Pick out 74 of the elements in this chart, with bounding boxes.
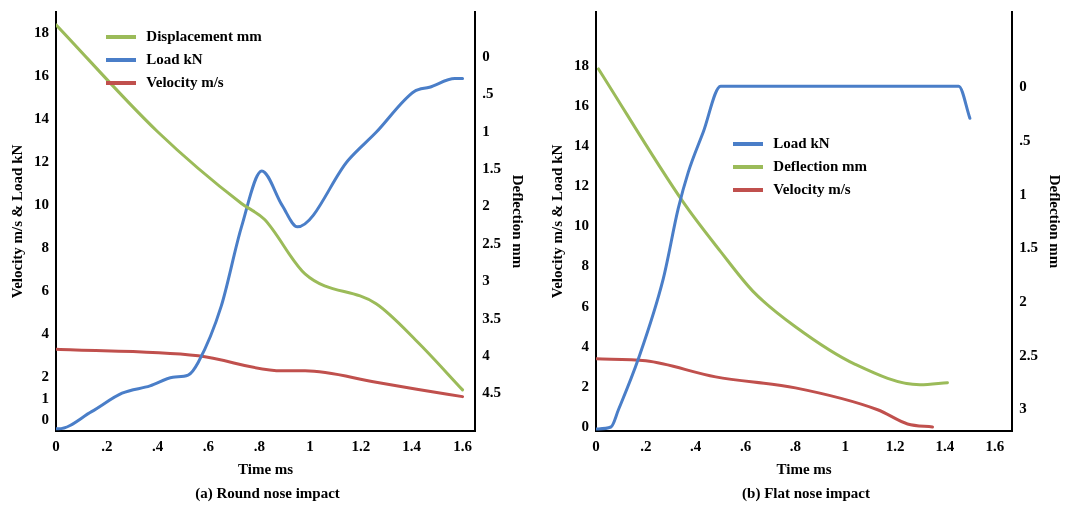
y2-tick-label: .5 xyxy=(1019,131,1031,148)
y2-tick-label: 3 xyxy=(1019,400,1027,417)
y2-tick-label: 4.5 xyxy=(482,384,501,401)
x-tick-label: 1.6 xyxy=(453,437,473,454)
line-series xyxy=(56,347,465,399)
y-tick-label: 12 xyxy=(34,153,49,170)
y2-tick-label: 3 xyxy=(482,272,490,289)
y-tick-label: 16 xyxy=(574,97,590,114)
legend-label: Load kN xyxy=(773,135,830,153)
x-tick-label: 1.2 xyxy=(351,437,371,454)
text: (b) Flat nose impact xyxy=(742,484,870,502)
y-tick-label: 16 xyxy=(34,67,50,84)
y-tick-label: 12 xyxy=(574,177,589,194)
y-tick-label: 8 xyxy=(41,239,49,256)
legend-label: Load kN xyxy=(146,51,203,68)
y2-axis-title: Deflection mm xyxy=(1047,174,1064,269)
y2-tick-label: .5 xyxy=(482,85,494,102)
x-tick-label: .4 xyxy=(690,437,702,454)
y-tick-label: 6 xyxy=(581,297,590,314)
line-series xyxy=(596,357,934,429)
y2-tick-label: 2 xyxy=(482,197,490,214)
y2-tick-label: 0 xyxy=(1019,78,1027,95)
x-tick-label: 1 xyxy=(306,437,314,454)
y2-tick-label: 3.5 xyxy=(482,309,501,326)
line-series xyxy=(56,77,465,431)
y-tick-label: 8 xyxy=(581,257,589,274)
y-axis-title: Velocity m/s & Load kN xyxy=(8,144,25,299)
x-tick-label: .6 xyxy=(739,437,752,454)
y-tick-label: 0 xyxy=(41,411,49,428)
x-tick-label: .6 xyxy=(202,437,215,454)
y2-tick-label: 1 xyxy=(1019,185,1027,202)
x-tick-label: 1.6 xyxy=(985,437,1005,454)
legend-label: Velocity m/s xyxy=(773,181,851,199)
y-tick-label: 2 xyxy=(41,368,49,385)
x-tick-label: 1.2 xyxy=(885,437,905,454)
y2-tick-label: 4 xyxy=(482,347,491,364)
x-tick-label: .2 xyxy=(101,437,113,454)
x-tick-label: .4 xyxy=(152,437,164,454)
y2-tick-label: 2 xyxy=(1019,292,1027,309)
y2-tick-label: 0 xyxy=(482,47,490,64)
line-series xyxy=(596,84,972,431)
y-tick-label: 6 xyxy=(41,282,50,299)
y-tick-label: 18 xyxy=(34,24,49,41)
y2-axis-title: Deflection mm xyxy=(510,174,527,269)
y2-tick-label: 1 xyxy=(482,122,490,139)
x-tick-label: 1.4 xyxy=(402,437,422,454)
x-axis-title: Time ms xyxy=(776,460,832,477)
y2-tick-label: 2.5 xyxy=(482,234,501,251)
y-axis-title: Velocity m/s & Load kN xyxy=(548,144,565,299)
y2-tick-label: 1.5 xyxy=(482,160,501,176)
legend-label: Deflection mm xyxy=(773,158,868,176)
line-series xyxy=(56,23,465,392)
y-tick-label: 14 xyxy=(574,137,590,154)
y2-tick-label: 1.5 xyxy=(1019,239,1038,256)
y-tick-label: 10 xyxy=(34,196,49,213)
y-tick-label: 4 xyxy=(41,325,50,342)
x-tick-label: .8 xyxy=(789,437,802,454)
text: (a) Round nose impact xyxy=(195,484,340,502)
y-tick-label: 10 xyxy=(574,217,589,234)
y-tick-label: 0 xyxy=(581,417,589,434)
x-axis-title: Time ms xyxy=(238,460,294,477)
line-series xyxy=(596,67,949,387)
legend-label: Velocity m/s xyxy=(146,74,224,91)
y-tick-label: 4 xyxy=(581,337,590,354)
y2-tick-label: 2.5 xyxy=(1019,346,1038,363)
x-tick-label: .2 xyxy=(640,437,652,454)
y-tick-label: 2 xyxy=(581,377,589,394)
x-tick-label: 1.4 xyxy=(935,437,955,454)
legend-label: Displacement mm xyxy=(146,28,262,45)
x-tick-label: .8 xyxy=(253,437,265,454)
x-tick-label: 1 xyxy=(841,437,849,454)
y-tick-label: 14 xyxy=(34,110,50,127)
y-tick-label: 18 xyxy=(574,57,589,73)
y-tick-label: 1 xyxy=(41,389,49,406)
